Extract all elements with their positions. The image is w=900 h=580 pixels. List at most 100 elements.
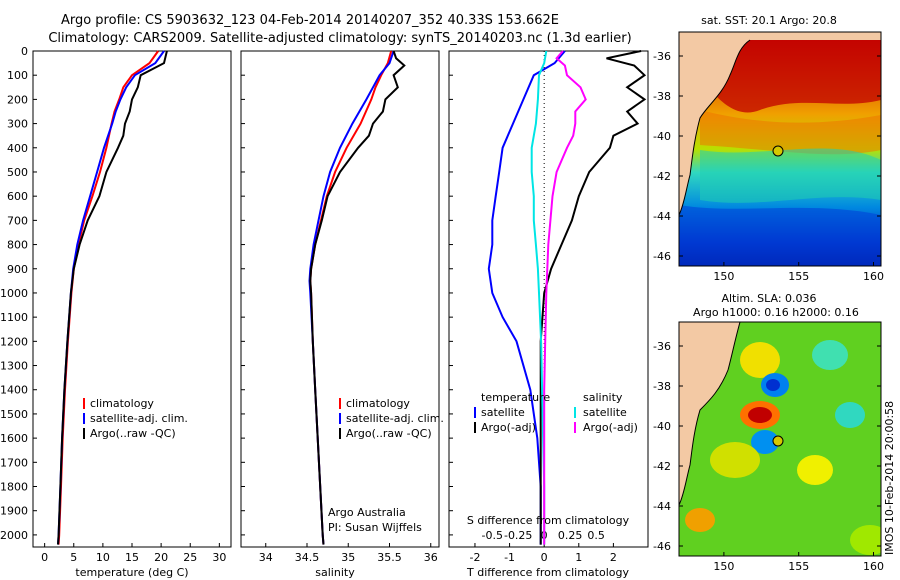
map-x-tick-label: 155 <box>788 560 809 573</box>
map-y-tick-label: -44 <box>653 500 671 513</box>
x-tick-label: 35.5 <box>377 551 402 564</box>
sla-map <box>679 322 881 556</box>
depth-tick-label: 400 <box>7 142 28 155</box>
depth-tick-label: 2000 <box>0 529 28 542</box>
depth-tick-label: 900 <box>7 263 28 276</box>
legend-salinity-title: salinity <box>583 391 623 404</box>
x-tick-label: -1 <box>504 551 515 564</box>
series-line-argo-raw-qc- <box>309 50 406 545</box>
legend-climatology-s: climatology <box>346 397 410 410</box>
temperature-x-label: temperature (deg C) <box>75 566 188 579</box>
x-tick-label: -2 <box>469 551 480 564</box>
depth-tick-label: 1600 <box>0 432 28 445</box>
sst-map-frame <box>678 31 882 267</box>
sst-map-title: sat. SST: 20.1 Argo: 20.8 <box>701 14 837 27</box>
difference-legend: temperature satellite Argo(-adj) salinit… <box>474 391 638 434</box>
map-y-tick-label: -44 <box>653 210 671 223</box>
depth-tick-label: 1400 <box>0 384 28 397</box>
depth-tick-label: 1100 <box>0 311 28 324</box>
x-tick-label: 0 <box>41 551 48 564</box>
legend-temperature-title: temperature <box>481 391 550 404</box>
sla-map-title-1: Altim. SLA: 0.036 <box>721 292 816 305</box>
depth-tick-label: 1300 <box>0 360 28 373</box>
map-x-tick-label: 150 <box>713 560 734 573</box>
map-y-tick-label: -46 <box>653 250 671 263</box>
x-tick-label: 34.5 <box>295 551 320 564</box>
sla-map-title-2: Argo h1000: 0.16 h2000: 0.16 <box>693 306 859 319</box>
temperature-panel-frame <box>32 50 232 548</box>
s-tick-label: -0.25 <box>504 529 532 542</box>
depth-tick-label: 1200 <box>0 335 28 348</box>
x-tick-label: 5 <box>70 551 77 564</box>
depth-tick-label: 200 <box>7 93 28 106</box>
depth-tick-label: 800 <box>7 239 28 252</box>
depth-tick-label: 1000 <box>0 287 28 300</box>
map-axes: 150 155 160 -36 -38 -40 -42 -44 -46 150 155 160 -36 -… <box>653 50 884 573</box>
s-tick-label: 0.5 <box>587 529 605 542</box>
sla-argo-marker <box>772 435 784 447</box>
attribution-line2: PI: Susan Wijffels <box>328 521 422 534</box>
legend-s-argo: Argo(-adj) <box>583 421 638 434</box>
salinity-legend: climatology satellite-adj. clim. Argo(..… <box>328 397 444 534</box>
difference-x-label: T difference from climatology <box>466 566 629 579</box>
series-line-t-argo-adj- <box>539 50 647 545</box>
x-tick-label: 36 <box>424 551 438 564</box>
header-line2: Climatology: CARS2009. Satellite-adjuste… <box>48 31 631 46</box>
depth-tick-label: 700 <box>7 214 28 227</box>
x-tick-label: 2 <box>610 551 617 564</box>
s-tick-label: 0.25 <box>558 529 583 542</box>
map-y-tick-label: -42 <box>653 460 671 473</box>
x-tick-label: 20 <box>154 551 168 564</box>
legend-climatology: climatology <box>90 397 154 410</box>
x-tick-label: 0 <box>541 551 548 564</box>
legend-satellite-s: satellite-adj. clim. <box>346 412 444 425</box>
map-y-tick-label: -38 <box>653 90 671 103</box>
map-y-tick-label: -36 <box>653 50 671 63</box>
s-tick-label: -0.5 <box>482 529 503 542</box>
legend-satellite: satellite-adj. clim. <box>90 412 188 425</box>
map-x-tick-label: 160 <box>863 560 884 573</box>
legend-t-satellite: satellite <box>481 406 525 419</box>
attribution-line1: Argo Australia <box>328 506 406 519</box>
legend-s-satellite: satellite <box>583 406 627 419</box>
sst-map <box>679 32 881 266</box>
map-x-tick-label: 160 <box>863 270 884 283</box>
depth-tick-label: 1500 <box>0 408 28 421</box>
map-y-tick-label: -42 <box>653 170 671 183</box>
map-x-tick-label: 150 <box>713 270 734 283</box>
map-y-tick-label: -46 <box>653 540 671 553</box>
depth-tick-label: 500 <box>7 166 28 179</box>
temperature-legend: climatology satellite-adj. clim. Argo(..… <box>83 397 188 440</box>
series-line-s-argo-adj- <box>543 50 587 545</box>
x-tick-label: 35 <box>341 551 355 564</box>
depth-tick-label: 100 <box>7 69 28 82</box>
sla-map-frame <box>678 321 882 557</box>
difference-panel-frame <box>448 50 649 548</box>
x-tick-label: 25 <box>183 551 197 564</box>
x-tick-label: 10 <box>96 551 110 564</box>
x-tick-label: 1 <box>575 551 582 564</box>
map-y-tick-label: -40 <box>653 420 671 433</box>
header-line1: Argo profile: CS 5903632_123 04-Feb-2014… <box>61 13 559 28</box>
x-tick-label: 30 <box>212 551 226 564</box>
depth-tick-label: 0 <box>21 45 28 58</box>
timestamp-watermark: IMOS 10-Feb-2014 20:00:58 <box>883 401 896 555</box>
legend-argo: Argo(..raw -QC) <box>90 427 176 440</box>
depth-tick-label: 1700 <box>0 456 28 469</box>
series-line-argo-raw-qc- <box>57 50 168 545</box>
depth-axis: 0 100 200 300 400 500 600 700 800 900 1000 1100 1200… <box>0 45 453 542</box>
map-x-tick-label: 155 <box>788 270 809 283</box>
legend-argo-s: Argo(..raw -QC) <box>346 427 432 440</box>
salinity-x-label: salinity <box>315 566 355 579</box>
panel-x-axes: 0 5 10 15 20 25 30 34 34.5 35 35.5 36 -2 -1 0 1 2 -0.5 -0.… <box>41 529 617 564</box>
map-y-tick-label: -38 <box>653 380 671 393</box>
legend-t-argo: Argo(-adj) <box>481 421 536 434</box>
series-line-t-satellite <box>487 50 566 545</box>
x-tick-label: 15 <box>125 551 139 564</box>
profile-series <box>57 50 647 547</box>
map-y-tick-label: -36 <box>653 340 671 353</box>
depth-tick-label: 600 <box>7 190 28 203</box>
salinity-panel-frame <box>240 50 440 548</box>
x-tick-label: 34 <box>259 551 273 564</box>
